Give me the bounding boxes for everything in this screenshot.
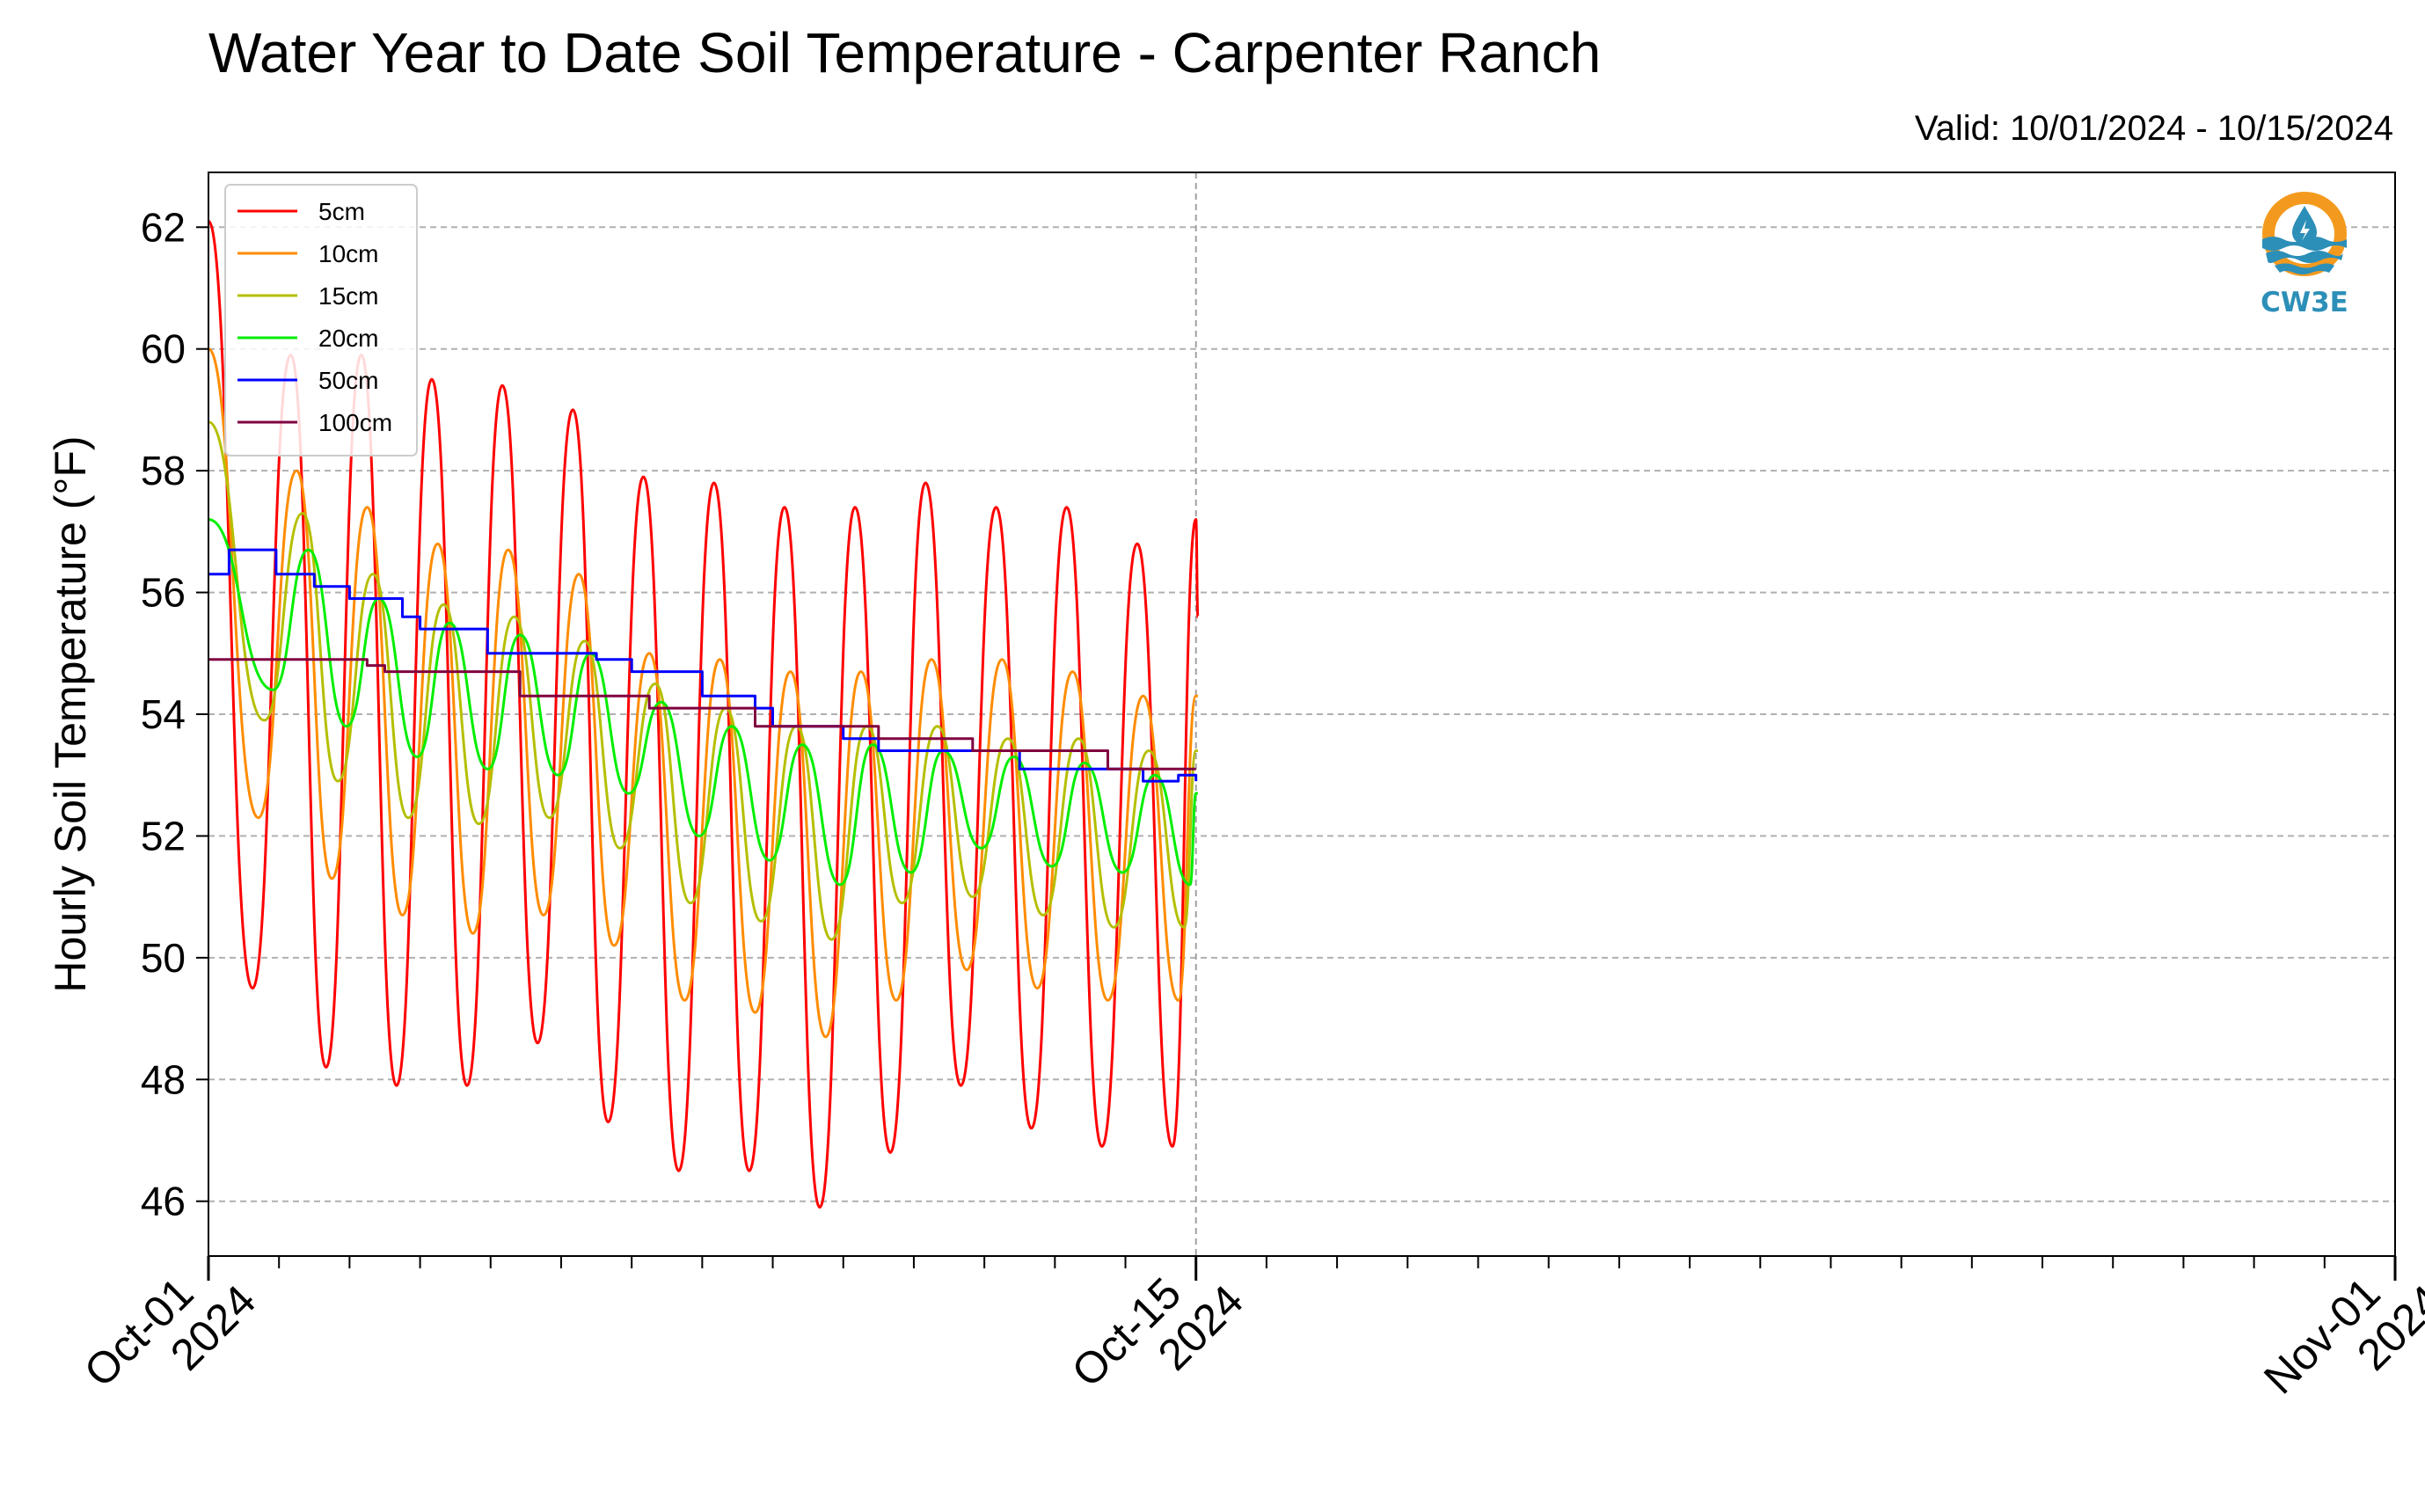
y-tick-label: 52 (141, 813, 186, 858)
y-tick-label: 60 (141, 326, 186, 372)
series-layer (207, 219, 1200, 1209)
series-15cm-line (208, 420, 1198, 941)
legend-label-20cm: 20cm (318, 325, 378, 352)
y-tick-label: 62 (141, 204, 186, 250)
legend-label-10cm: 10cm (318, 240, 378, 267)
cw3e-logo-text: CW3E (2261, 287, 2348, 318)
y-axis-label: Hourly Soil Temperature (°F) (46, 435, 95, 992)
series-100cm-line (208, 658, 1196, 771)
series-20cm-line (208, 518, 1198, 887)
valid-date-range: Valid: 10/01/2024 - 10/15/2024 (1914, 109, 2393, 148)
cw3e-logo: CW3E (2252, 185, 2357, 318)
y-tick-label: 50 (141, 935, 186, 981)
legend: 5cm 10cm 15cm 20cm 50cm 100cm (224, 184, 418, 457)
legend-label-5cm: 5cm (318, 198, 365, 225)
legend-label-15cm: 15cm (318, 282, 378, 310)
legend-label-100cm: 100cm (318, 409, 392, 436)
y-tick-label: 54 (141, 691, 186, 737)
legend-label-50cm: 50cm (318, 367, 378, 394)
chart-title: Water Year to Date Soil Temperature - Ca… (208, 21, 1602, 84)
y-tick-label: 46 (141, 1179, 186, 1224)
cw3e-logo-icon (2262, 192, 2347, 276)
y-tick-label: 56 (141, 570, 186, 616)
series-5cm-line (207, 219, 1200, 1209)
y-tick-label: 48 (141, 1056, 186, 1102)
series-50cm-line (208, 548, 1198, 783)
grid-layer (208, 172, 2395, 1256)
series-10cm-line (207, 347, 1198, 1039)
y-tick-label: 58 (141, 448, 186, 493)
